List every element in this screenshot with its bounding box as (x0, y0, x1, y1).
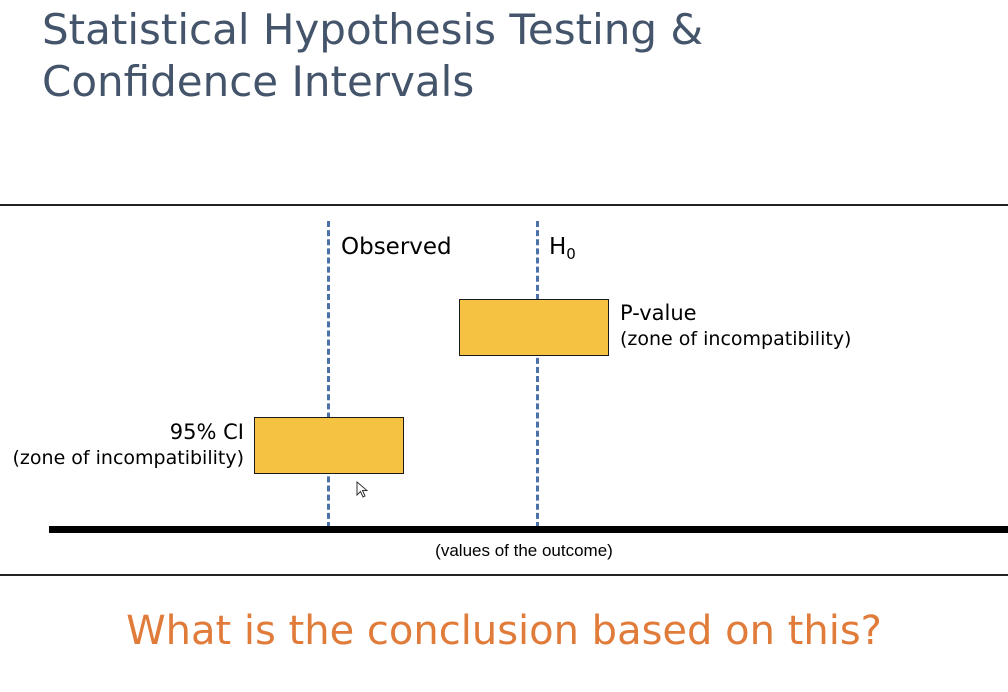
slide-title-line-2: Confidence Intervals (42, 57, 475, 106)
h0-dashed-line (536, 221, 539, 528)
ci-label: 95% CI (169, 420, 244, 444)
slide-title: Statistical Hypothesis Testing & Confide… (42, 4, 942, 108)
h0-label-subscript: 0 (566, 245, 576, 263)
h0-label: H0 (549, 234, 576, 263)
pvalue-annotation: P-value (zone of incompatibility) (620, 300, 851, 352)
h0-label-main: H (549, 234, 567, 260)
mouse-cursor-icon (356, 481, 368, 498)
top-divider (0, 204, 1008, 206)
question-text: What is the conclusion based on this? (126, 608, 882, 654)
observed-label: Observed (341, 234, 452, 260)
ci-sublabel: (zone of incompatibility) (12, 447, 244, 469)
outcome-axis (49, 526, 1008, 533)
observed-dashed-line (327, 221, 330, 528)
axis-caption: (values of the outcome) (435, 541, 613, 560)
ci-zone-box (254, 417, 404, 474)
pvalue-sublabel: (zone of incompatibility) (620, 328, 852, 350)
bottom-divider (0, 574, 1008, 576)
slide-title-line-1: Statistical Hypothesis Testing & (42, 5, 704, 54)
pvalue-label: P-value (620, 301, 697, 325)
ci-annotation: 95% CI (zone of incompatibility) (13, 419, 244, 471)
pvalue-zone-box (459, 299, 609, 356)
